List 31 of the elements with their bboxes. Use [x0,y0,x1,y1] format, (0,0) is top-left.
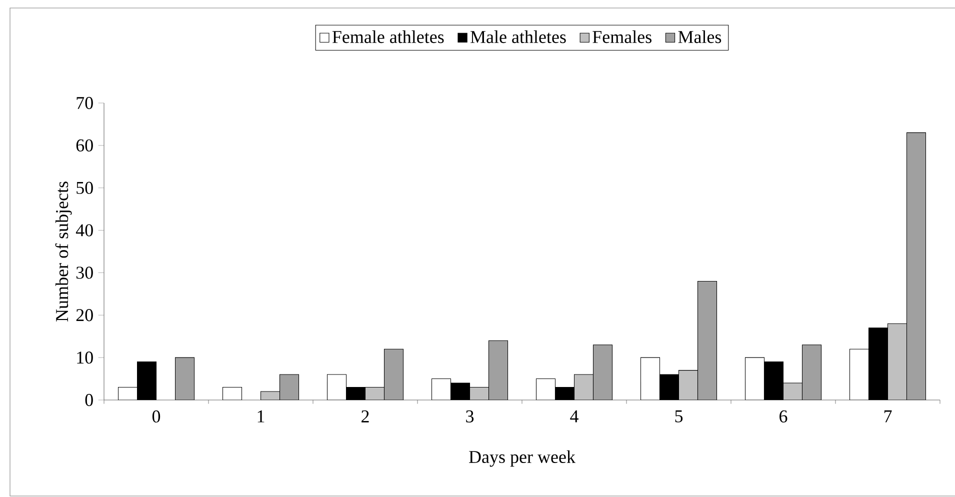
bar [279,374,300,400]
x-tick-label: 0 [152,410,160,423]
y-tick-label: 40 [76,224,93,236]
bar [697,280,718,400]
y-tick-label: 20 [76,309,93,322]
bar [906,132,926,400]
legend-label: Females [592,30,652,44]
legend-label: Female athletes [332,30,444,44]
bar [384,348,404,400]
y-tick-label: 10 [77,351,93,364]
x-tick-label: 2 [362,410,369,422]
y-tick-label: 70 [76,96,93,110]
x-tick-label: 4 [570,410,578,422]
bar [488,340,508,400]
x-axis-title: Days per week [469,450,576,467]
y-tick-label: 0 [85,394,93,406]
bar [592,344,613,400]
bar [222,387,242,400]
y-tick-label: 30 [76,266,93,279]
x-tick-label: 7 [884,410,892,422]
y-axis-title: Number of subjects [55,182,72,322]
y-tick-label: 50 [76,182,93,194]
bar [174,357,195,400]
x-tick-label: 5 [675,410,683,422]
x-tick-label: 6 [780,410,788,422]
x-tick-label: 1 [258,410,264,422]
y-tick-label: 60 [76,139,93,152]
bar [802,344,822,400]
x-tick-label: 3 [466,410,474,422]
legend-label: Male athletes [470,30,566,44]
legend-label: Males [678,30,722,44]
